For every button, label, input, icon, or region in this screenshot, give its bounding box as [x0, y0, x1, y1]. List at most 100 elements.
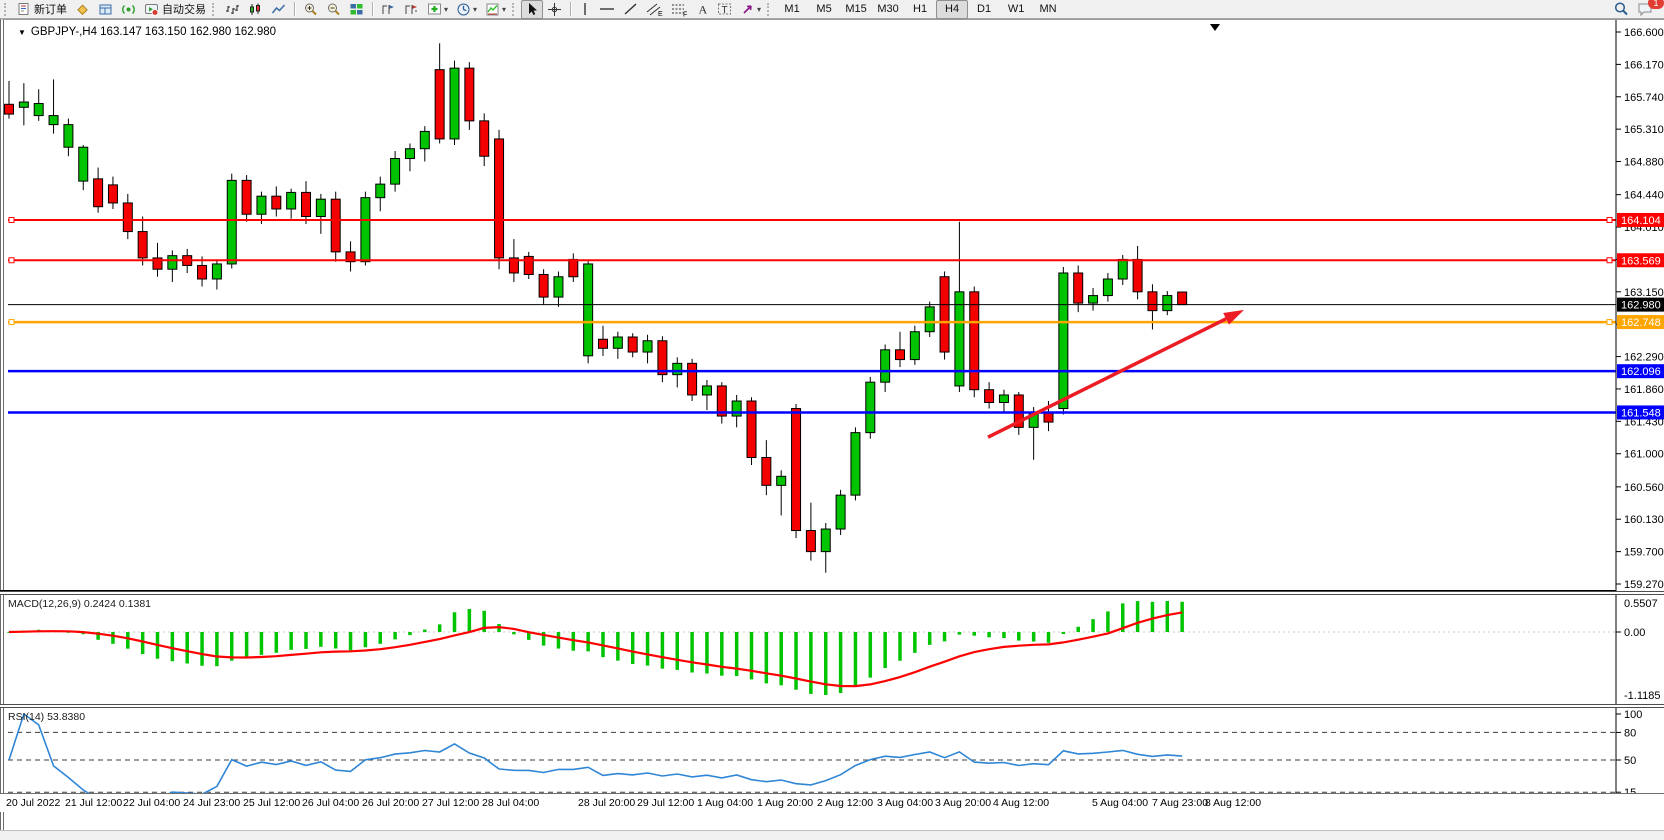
horizontal-line-icon [599, 2, 615, 16]
candle-up [390, 158, 401, 185]
tf-button-h4[interactable]: H4 [936, 0, 969, 19]
arrows-tool-button[interactable]: ▾ [737, 0, 765, 19]
time-axis-label: 22 Jul 04:00 [123, 797, 181, 809]
candle-down [687, 362, 698, 396]
time-axis-label: 7 Aug 23:00 [1152, 797, 1209, 809]
candle-up [612, 336, 623, 349]
price-tick-label: 159.270 [1624, 579, 1664, 591]
time-axis[interactable]: 20 Jul 2022 21 Jul 12:00 22 Jul 04:00 24 Ju… [0, 793, 1664, 812]
candle-down [1043, 411, 1054, 423]
new-chart-button[interactable] [71, 0, 94, 19]
profiles-icon [98, 2, 113, 17]
candle-down [107, 184, 118, 204]
search-button[interactable] [1609, 0, 1633, 19]
zoom-in-button[interactable] [299, 0, 322, 19]
price-tick-label: 162.290 [1624, 352, 1664, 364]
chart-shift-marker[interactable] [1210, 24, 1220, 31]
candle-down [657, 340, 668, 376]
panel-divider-macd[interactable] [0, 591, 1664, 595]
candle-down [969, 291, 980, 391]
tf-button-d1[interactable]: D1 [977, 3, 992, 15]
trendline-tool-button[interactable] [619, 0, 642, 19]
tile-windows-button[interactable] [345, 0, 368, 19]
candle-up [731, 400, 742, 417]
candle-down [93, 178, 104, 208]
toolbar-grip[interactable] [4, 2, 9, 16]
tf-button-m1[interactable]: M1 [784, 3, 800, 15]
candle-down [1177, 291, 1188, 306]
rsi-line [8, 712, 1183, 801]
templates-button[interactable]: ▾ [481, 0, 510, 19]
chart-title-text: GBPJPY-,H4 163.147 163.150 162.980 162.9… [30, 26, 277, 38]
time-axis-label: 26 Jul 04:00 [302, 797, 360, 809]
macd-histogram [7, 601, 1184, 695]
chart-expander-icon[interactable]: ▼ [18, 27, 26, 37]
price-badge-text: 161.548 [1621, 407, 1661, 419]
tf-button-m30[interactable]: M30 [877, 3, 899, 15]
candle-down [538, 273, 549, 298]
candle-down [791, 408, 802, 532]
candles-group[interactable] [4, 43, 1188, 573]
notifications-button[interactable]: 1 [1633, 0, 1664, 19]
candle-up [835, 494, 846, 530]
tf-button-m5[interactable]: M5 [816, 3, 832, 15]
templates-icon [485, 2, 500, 17]
candle-up [449, 67, 460, 140]
indicators-button[interactable]: ▾ [423, 0, 452, 19]
text-tool-button[interactable]: A [692, 0, 713, 19]
vertical-line-tool-button[interactable] [575, 0, 595, 19]
text-label-tool-button[interactable]: T [713, 0, 737, 19]
new-order-button[interactable]: 新订单 [13, 0, 71, 19]
price-tick-label: 161.000 [1624, 449, 1664, 461]
price-badge-text: 164.104 [1621, 215, 1661, 227]
time-axis-label: 24 Jul 23:00 [183, 797, 241, 809]
horizontal-line-tool-button[interactable] [595, 0, 619, 19]
indicators-add-icon [427, 2, 442, 17]
hline-handle [1606, 216, 1613, 223]
candle-up [954, 291, 965, 387]
bar-chart-type-button[interactable] [221, 0, 244, 19]
cursor-tool-button[interactable] [521, 0, 544, 19]
trend-arrow[interactable] [987, 309, 1244, 439]
new-order-icon [17, 2, 31, 16]
svg-text:A: A [699, 3, 708, 17]
time-axis-label: 1 Aug 04:00 [697, 797, 754, 809]
auto-arrange-button[interactable] [377, 0, 400, 19]
crosshair-tool-button[interactable] [543, 0, 566, 19]
zoom-out-icon [326, 2, 341, 17]
tf-button-w1[interactable]: W1 [1007, 3, 1025, 15]
candle-down [895, 349, 905, 361]
auto-trading-button[interactable]: 自动交易 [140, 0, 210, 19]
tf-button-m15[interactable]: M15 [845, 3, 867, 15]
macd-panel-plot[interactable]: 0.5507 0.00 -1.1185 [0, 595, 1664, 704]
price-chart-plot[interactable]: 166.600 166.170 165.740 165.310 164.880 164.4… [0, 20, 1664, 592]
zoom-out-button[interactable] [322, 0, 345, 19]
candle-up [286, 191, 297, 210]
periods-button[interactable]: ▾ [452, 0, 481, 19]
panel-divider-rsi[interactable] [0, 704, 1664, 708]
line-chart-type-button[interactable] [267, 0, 290, 19]
cursor-arrow-icon [525, 2, 539, 16]
toolbar-grip[interactable] [767, 2, 772, 16]
crosshair-icon [547, 2, 562, 17]
equidistant-channel-tool-button[interactable]: E [642, 0, 667, 19]
chart-shift-button[interactable] [400, 0, 423, 19]
trendline-icon [623, 2, 638, 16]
candlestick-type-button[interactable] [244, 0, 267, 19]
market-watch-button[interactable] [117, 0, 140, 19]
price-tick-label: 163.150 [1624, 287, 1664, 299]
hline-handle [8, 319, 15, 326]
candlestick-icon [248, 2, 263, 17]
timeframe-group: M1 M5 M15 M30 H1 H4 D1 W1 MN [776, 0, 1064, 19]
candle-down [345, 251, 356, 263]
toolbar-grip[interactable] [512, 2, 517, 16]
fibonacci-tool-button[interactable]: F [667, 0, 692, 19]
toolbar-grip[interactable] [212, 2, 217, 16]
candle-down [494, 138, 505, 259]
tf-button-mn[interactable]: MN [1039, 3, 1057, 15]
profiles-button[interactable] [94, 0, 117, 19]
candle-up [1102, 278, 1113, 297]
time-axis-label: 21 Jul 12:00 [65, 797, 123, 809]
candle-down [241, 179, 252, 215]
tf-button-h1[interactable]: H1 [913, 3, 928, 15]
